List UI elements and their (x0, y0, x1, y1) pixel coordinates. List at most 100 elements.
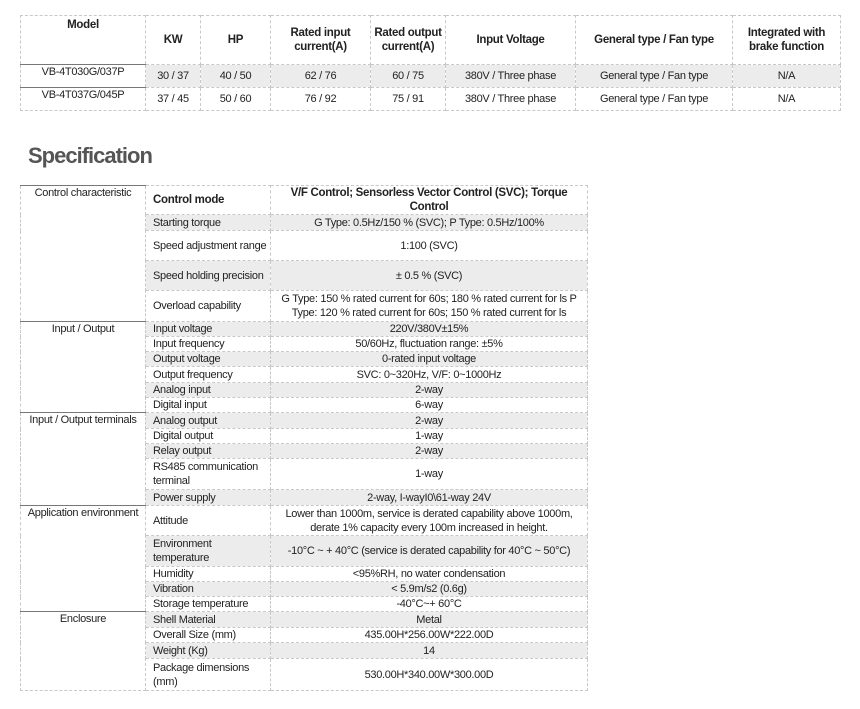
column-header: Rated output current(A) (370, 15, 446, 65)
spec-value: 14 (270, 642, 588, 659)
table-cell: N/A (732, 87, 841, 111)
spec-label: Digital input (145, 397, 271, 413)
spec-label: Digital output (145, 428, 271, 444)
spec-value: 530.00H*340.00W*300.00D (270, 658, 588, 691)
spec-value: 1:100 (SVC) (270, 230, 588, 261)
spec-value: V/F Control; Sensorless Vector Control (… (270, 185, 588, 215)
spec-label: Relay output (145, 443, 271, 459)
spec-row: Starting torque G Type: 0.5Hz/150 % (SVC)… (21, 214, 588, 231)
table-cell: 62 / 76 (270, 64, 371, 88)
table-cell: VB-4T037G/045P (20, 87, 146, 111)
spec-label: Package dimensions (mm) (145, 658, 271, 691)
spec-label: Attitude (145, 505, 271, 536)
section-title: Specification (28, 143, 153, 168)
table-cell: General type / Fan type (575, 87, 733, 111)
spec-value: SVC: 0~320Hz, V/F: 0~1000Hz (270, 366, 588, 383)
spec-row: Application environment Attitude Lower tha… (20, 505, 588, 612)
spec-value: 2-way, I-wayI0\61-way 24V (270, 489, 588, 506)
table-cell: 60 / 75 (370, 64, 446, 88)
spec-value: 0-rated input voltage (270, 351, 588, 367)
table-row: VB-4T037G/045P 37 / 45 50 / 60 76 / 92 75 / … (20, 87, 841, 111)
spec-row: Speed holding precision ± 0.5 % (SVC) (21, 260, 588, 291)
spec-value: ± 0.5 % (SVC) (270, 260, 588, 291)
spec-row: Analog input 2-way (21, 382, 588, 398)
spec-value: -40°C~+ 60°C (270, 596, 588, 612)
spec-group: Input / Output terminals (20, 412, 146, 506)
spec-label: Shell Material (145, 611, 271, 628)
table-cell: 76 / 92 (270, 87, 371, 111)
column-header: Input Voltage (445, 15, 576, 65)
spec-label: RS485 communication terminal (145, 458, 271, 490)
spec-label: Overload capability (145, 290, 271, 322)
table-cell: 380V / Three phase (445, 87, 576, 111)
spec-value: 1-way (270, 458, 588, 490)
column-header: Rated input current(A) (270, 15, 371, 65)
spec-label: Overall Size (mm) (145, 627, 271, 643)
column-header: HP (200, 15, 271, 65)
table-cell: VB-4T030G/037P (20, 64, 146, 88)
spec-label: Speed holding precision (145, 260, 271, 291)
spec-value: G Type: 0.5Hz/150 % (SVC); P Type: 0.5Hz… (270, 214, 588, 231)
spec-label: Humidity (145, 566, 271, 582)
spec-value: 50/60Hz, fluctuation range: ±5% (270, 336, 588, 352)
spec-value: G Type: 150 % rated current for 60s; 180… (270, 290, 588, 322)
spec-label: Weight (Kg) (145, 642, 271, 659)
spec-label: Analog output (145, 412, 271, 429)
spec-row: Environment temperature -10°C ~ + 40°C (s… (21, 535, 588, 567)
spec-value: 435.00H*256.00W*222.00D (270, 627, 588, 643)
spec-row: Input frequency 50/60Hz, fluctuation rang… (21, 336, 588, 352)
spec-value: 2-way (270, 443, 588, 459)
table-cell: 50 / 60 (200, 87, 271, 111)
table-cell: 40 / 50 (200, 64, 271, 88)
spec-row: Overload capability G Type: 150 % rated c… (21, 290, 588, 322)
table-cell: 30 / 37 (145, 64, 201, 88)
column-header: Integrated with brake function (732, 15, 841, 65)
table-cell: General type / Fan type (575, 64, 733, 88)
table-cell: N/A (732, 64, 841, 88)
spec-label: Output voltage (145, 351, 271, 367)
spec-group: Control characteristic (20, 185, 146, 322)
spec-label: Analog input (145, 382, 271, 398)
spec-value: < 5.9m/s2 (0.6g) (270, 581, 588, 597)
spec-row: Package dimensions (mm) 530.00H*340.00W*3… (21, 658, 588, 691)
spec-label: Output frequency (145, 366, 271, 383)
spec-label: Environment temperature (145, 535, 271, 567)
column-header: Model (20, 15, 146, 65)
spec-row: Humidity <95%RH, no water condensation (21, 566, 588, 582)
spec-label: Input frequency (145, 336, 271, 352)
column-header: KW (145, 15, 201, 65)
spec-value: 2-way (270, 382, 588, 398)
spec-label: Speed adjustment range (145, 230, 271, 261)
spec-row: Relay output 2-way (21, 443, 588, 459)
spec-row: Control characteristic Control mode V/F Co… (20, 185, 588, 322)
column-header: General type / Fan type (575, 15, 733, 65)
table-cell: 75 / 91 (370, 87, 446, 111)
spec-value: Lower than 1000m, service is derated cap… (270, 505, 588, 536)
spec-table: Control characteristic Control mode V/F Co… (20, 185, 588, 691)
spec-group: Enclosure (20, 611, 146, 691)
spec-label: Vibration (145, 581, 271, 597)
spec-value: Metal (270, 611, 588, 628)
table-cell: 380V / Three phase (445, 64, 576, 88)
spec-value: 6-way (270, 397, 588, 413)
spec-group: Application environment (20, 505, 146, 612)
table-row: VB-4T030G/037P 30 / 37 40 / 50 62 / 76 60 / … (20, 64, 841, 88)
header-row: Model KW HP Rated input current(A) Rated out… (20, 15, 841, 65)
spec-label: Storage temperature (145, 596, 271, 612)
spec-value: 1-way (270, 428, 588, 444)
spec-label: Input voltage (145, 321, 271, 337)
spec-group: Input / Output (20, 321, 146, 413)
spec-row: Digital input 6-way (21, 397, 588, 413)
spec-row: Input / Output terminals Analog output 2-w… (20, 412, 588, 506)
spec-label: Control mode (145, 185, 271, 215)
spec-row: Enclosure Shell Material Metal (20, 611, 588, 691)
spec-label: Power supply (145, 489, 271, 506)
spec-value: -10°C ~ + 40°C (service is derated capab… (270, 535, 588, 567)
spec-value: <95%RH, no water condensation (270, 566, 588, 582)
model-table: Model KW HP Rated input current(A) Rated out… (20, 15, 841, 111)
spec-row: Input / Output Input voltage 220V/380V±15% (20, 321, 588, 413)
table-cell: 37 / 45 (145, 87, 201, 111)
spec-value: 2-way (270, 412, 588, 429)
spec-label: Starting torque (145, 214, 271, 231)
spec-value: 220V/380V±15% (270, 321, 588, 337)
